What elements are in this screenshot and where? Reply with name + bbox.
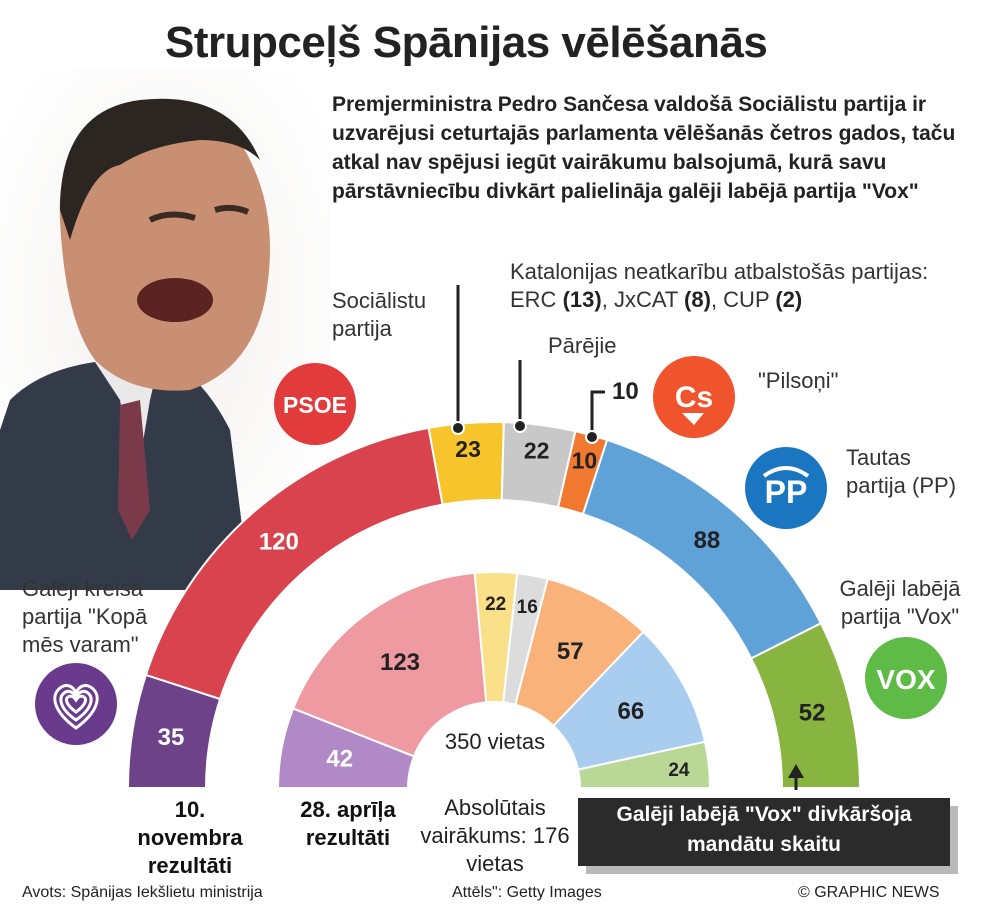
majority-label: Absolūtais vairākums: 176 vietas [420,795,570,876]
vox-logo: VOX [865,637,947,719]
footer-source: Avots: Spānijas Iekšlietu ministrija [22,884,263,901]
label-catalan-head: Katalonijas neatkarību atbalstošās parti… [510,259,929,284]
seat-label-apr-5: 66 [618,698,645,725]
seat-segment-apr-6 [576,740,712,789]
label-pp: Tautas partija (PP) [846,445,957,498]
seat-label-nov-6: 52 [799,699,826,726]
footer-photo-credit: Attēls": Getty Images [452,884,602,901]
label-jxcat-count: (8) [684,287,711,312]
portrait-photo [0,70,330,590]
callout-arrow [788,764,804,778]
seat-label-apr-2: 22 [485,594,506,615]
cs-logo: Cs [653,356,735,438]
label-others: Pārējie [548,333,617,358]
leader-line [590,390,605,435]
seat-label-apr-4: 57 [557,638,584,665]
leader-dot [585,430,599,444]
seat-label-apr-0: 42 [326,746,353,773]
seat-segment-nov-2 [427,421,505,506]
psoe-logo: PSOE [274,363,356,445]
seat-label-nov-2: 23 [455,436,481,462]
psoe-logo-text: PSOE [283,392,347,418]
label-catalan-parties: Katalonijas neatkarību atbalstošās parti… [510,259,929,312]
subtitle: Premjerministra Pedro Sančesa valdošā So… [332,93,956,203]
podemos-logo [35,663,117,745]
label-socialists: Sociālistu partija [332,288,427,341]
leader-dot [513,419,527,433]
seat-label-nov-0: 35 [158,724,185,751]
seat-label-nov-5: 88 [694,527,721,554]
label-podemos: Galēji kreisā partija "Kopā mēs varam" [22,576,148,657]
page-title: Strupceļš Spānijas vēlēšanās [165,18,768,67]
seat-label-apr-6: 24 [668,760,690,781]
seat-label-nov-1: 120 [259,529,299,556]
seat-segment-nov-6 [749,621,862,789]
cs-logo-text: Cs [675,381,713,414]
pp-logo-text: PP [765,474,808,510]
label-vox: Galēji labējā partija "Vox" [839,576,961,629]
caption-april: 28. aprīļa rezultāti [300,797,396,850]
seat-segment-apr-1 [291,571,488,758]
label-jxcat: JxCAT [613,287,678,312]
seat-label-apr-1: 123 [380,649,420,676]
label-citizens: "Pilsoņi" [758,368,839,393]
vox-logo-text: VOX [876,664,935,695]
leader-dot [451,421,465,435]
caption-november: 10. novembra rezultāti [137,797,243,878]
label-citizens-count: 10 [612,378,639,405]
total-seats-label: 350 vietas [444,729,546,754]
seat-label-nov-4: 10 [572,447,598,473]
seat-label-nov-3: 22 [524,438,550,464]
vox-callout: Galēji labējā "Vox" divkāršoja mandātu s… [578,798,950,866]
label-erc-count: (13) [562,287,602,312]
label-erc: ERC [510,287,557,312]
pp-logo: PP [745,447,827,529]
seat-label-apr-3: 16 [517,597,538,618]
label-cup-count: (2) [775,287,803,312]
label-cup: CUP [723,287,770,312]
footer-credit: © GRAPHIC NEWS [798,884,940,901]
